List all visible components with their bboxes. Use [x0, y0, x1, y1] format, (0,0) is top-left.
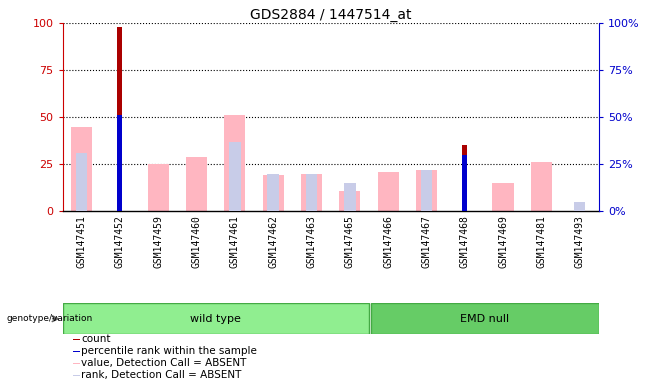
- Text: GSM147467: GSM147467: [421, 216, 432, 268]
- Text: GSM147459: GSM147459: [153, 216, 163, 268]
- Title: GDS2884 / 1447514_at: GDS2884 / 1447514_at: [250, 8, 411, 22]
- Text: GSM147493: GSM147493: [574, 216, 584, 268]
- Text: rank, Detection Call = ABSENT: rank, Detection Call = ABSENT: [82, 370, 242, 380]
- Bar: [224, 115, 245, 211]
- Text: genotype/variation: genotype/variation: [7, 314, 93, 323]
- Text: GSM147451: GSM147451: [77, 216, 87, 268]
- Bar: [63, 303, 369, 334]
- Bar: [301, 174, 322, 211]
- Bar: [462, 146, 467, 211]
- Text: percentile rank within the sample: percentile rank within the sample: [82, 346, 257, 356]
- Text: GSM147452: GSM147452: [115, 216, 125, 268]
- Text: GSM147481: GSM147481: [536, 216, 546, 268]
- Text: count: count: [82, 334, 111, 344]
- Text: GSM147465: GSM147465: [345, 216, 355, 268]
- Text: GSM147460: GSM147460: [191, 216, 201, 268]
- Text: value, Detection Call = ABSENT: value, Detection Call = ABSENT: [82, 358, 247, 368]
- Bar: [73, 375, 80, 376]
- Bar: [420, 170, 432, 211]
- Bar: [344, 183, 355, 211]
- Bar: [229, 142, 241, 211]
- Text: GSM147461: GSM147461: [230, 216, 240, 268]
- Text: GSM147466: GSM147466: [383, 216, 393, 268]
- Bar: [71, 127, 92, 211]
- Text: GSM147468: GSM147468: [460, 216, 470, 268]
- Bar: [267, 174, 279, 211]
- Text: GSM147462: GSM147462: [268, 216, 278, 268]
- Bar: [340, 190, 361, 211]
- Bar: [574, 202, 586, 211]
- Bar: [371, 303, 599, 334]
- Bar: [118, 27, 122, 211]
- Bar: [263, 175, 284, 211]
- Bar: [378, 172, 399, 211]
- Bar: [148, 164, 169, 211]
- Bar: [73, 339, 80, 340]
- Text: wild type: wild type: [190, 314, 241, 324]
- Bar: [416, 170, 437, 211]
- Bar: [73, 351, 80, 352]
- Bar: [186, 157, 207, 211]
- Bar: [531, 162, 552, 211]
- Bar: [492, 183, 513, 211]
- Bar: [73, 363, 80, 364]
- Bar: [76, 153, 88, 211]
- Text: GSM147463: GSM147463: [307, 216, 316, 268]
- Bar: [462, 155, 467, 211]
- Bar: [118, 115, 122, 211]
- Text: GSM147469: GSM147469: [498, 216, 508, 268]
- Bar: [306, 174, 317, 211]
- Text: EMD null: EMD null: [460, 314, 509, 324]
